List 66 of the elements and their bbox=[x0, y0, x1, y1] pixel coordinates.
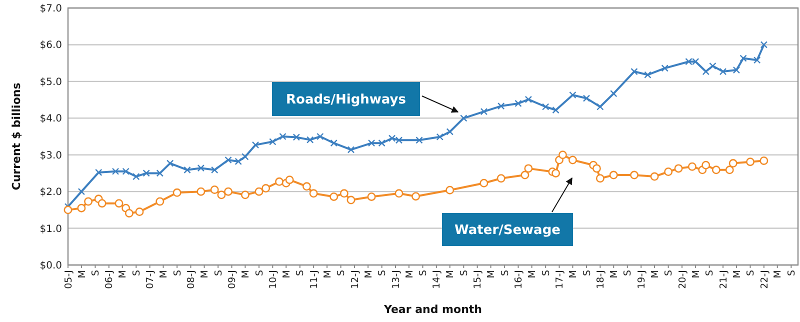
x-tick-label: M bbox=[527, 270, 538, 278]
x-tick-label: S bbox=[704, 270, 716, 276]
x-tick-label: 07-J bbox=[145, 270, 156, 289]
x-tick-label: M bbox=[772, 270, 784, 278]
y-tick-label: $2.0 bbox=[40, 187, 62, 198]
x-tick-label: 20-J bbox=[677, 270, 688, 289]
x-tick-label: M bbox=[158, 270, 170, 278]
y-axis-title: Current $ billions bbox=[10, 82, 23, 190]
x-tick-label: M bbox=[404, 270, 416, 278]
x-tick-label: 14-J bbox=[432, 270, 443, 289]
y-tick-label: $0.0 bbox=[40, 260, 62, 272]
x-tick-label: M bbox=[363, 270, 374, 278]
x-tick-label: 12-J bbox=[350, 270, 361, 289]
x-tick-label: 19-J bbox=[636, 270, 648, 289]
x-tick-label: M bbox=[650, 270, 661, 278]
x-tick-label: M bbox=[690, 270, 702, 278]
y-tick-label: $7.0 bbox=[40, 4, 62, 14]
x-tick-label: 05-J bbox=[63, 270, 74, 289]
x-tick-label: S bbox=[336, 270, 348, 276]
x-tick-label: S bbox=[418, 270, 430, 276]
x-tick-label: S bbox=[664, 270, 675, 276]
x-tick-label: M bbox=[240, 270, 252, 278]
x-tick-label: S bbox=[172, 270, 184, 276]
x-tick-label: M bbox=[322, 270, 334, 278]
x-tick-label: S bbox=[582, 270, 593, 276]
x-tick-label: 17-J bbox=[554, 270, 566, 289]
x-tick-label: 15-J bbox=[472, 270, 484, 289]
x-tick-label: 06-J bbox=[104, 270, 116, 289]
x-tick-label: 16-J bbox=[514, 270, 525, 289]
x-tick-label: 10-J bbox=[268, 270, 279, 289]
x-tick-label: M bbox=[118, 270, 129, 278]
x-tick-label: 08-J bbox=[186, 270, 198, 289]
y-tick-label: $5.0 bbox=[40, 76, 62, 88]
x-tick-label: 09-J bbox=[227, 270, 238, 289]
x-tick-label: M bbox=[445, 270, 456, 278]
x-tick-label: 22-J bbox=[759, 270, 770, 289]
x-tick-label: M bbox=[200, 270, 211, 278]
x-tick-label: 13-J bbox=[390, 270, 402, 289]
x-tick-label: S bbox=[540, 270, 552, 276]
x-tick-label: M bbox=[486, 270, 498, 278]
series-label: Roads/Highways bbox=[286, 92, 406, 108]
x-tick-label: S bbox=[786, 270, 798, 276]
x-tick-label: M bbox=[76, 270, 88, 278]
y-tick-label: $4.0 bbox=[40, 114, 62, 125]
x-tick-label: S bbox=[622, 270, 634, 276]
x-tick-label: S bbox=[213, 270, 224, 276]
x-tick-label: M bbox=[281, 270, 292, 278]
text: Water/Sewage bbox=[454, 223, 561, 238]
x-tick-label: S bbox=[500, 270, 511, 276]
x-tick-label: M bbox=[608, 270, 620, 278]
y-tick-label: $6.0 bbox=[40, 40, 62, 52]
x-tick-label: M bbox=[732, 270, 743, 278]
x-tick-label: 18-J bbox=[596, 270, 606, 289]
x-tick-label: S bbox=[458, 270, 470, 276]
x-tick-label: S bbox=[295, 270, 306, 276]
x-tick-label: 11-J bbox=[308, 270, 320, 289]
x-tick-label: S bbox=[131, 270, 142, 276]
x-tick-label: S bbox=[254, 270, 266, 276]
x-tick-label: S bbox=[377, 270, 388, 276]
x-axis-title: Year and month bbox=[383, 303, 482, 316]
y-tick-label: $1.0 bbox=[40, 224, 62, 235]
x-tick-label: 21-J bbox=[718, 270, 730, 289]
y-tick-label: $3.0 bbox=[40, 150, 62, 162]
x-tick-label: S bbox=[746, 270, 757, 276]
x-tick-label: S bbox=[90, 270, 102, 276]
x-tick-label: M bbox=[568, 270, 580, 278]
